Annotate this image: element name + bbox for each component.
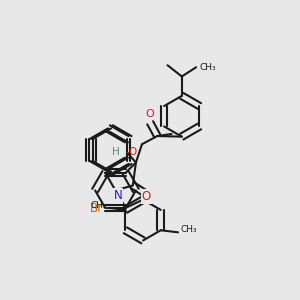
Text: N: N [113,189,122,203]
Text: -O: -O [126,147,138,158]
Text: CH₃: CH₃ [180,225,197,234]
Text: Br: Br [90,202,103,214]
Text: O: O [146,109,154,119]
Text: CH₃: CH₃ [90,201,107,210]
Text: O: O [142,190,151,203]
Text: H: H [112,147,120,158]
Text: CH₃: CH₃ [200,63,216,72]
